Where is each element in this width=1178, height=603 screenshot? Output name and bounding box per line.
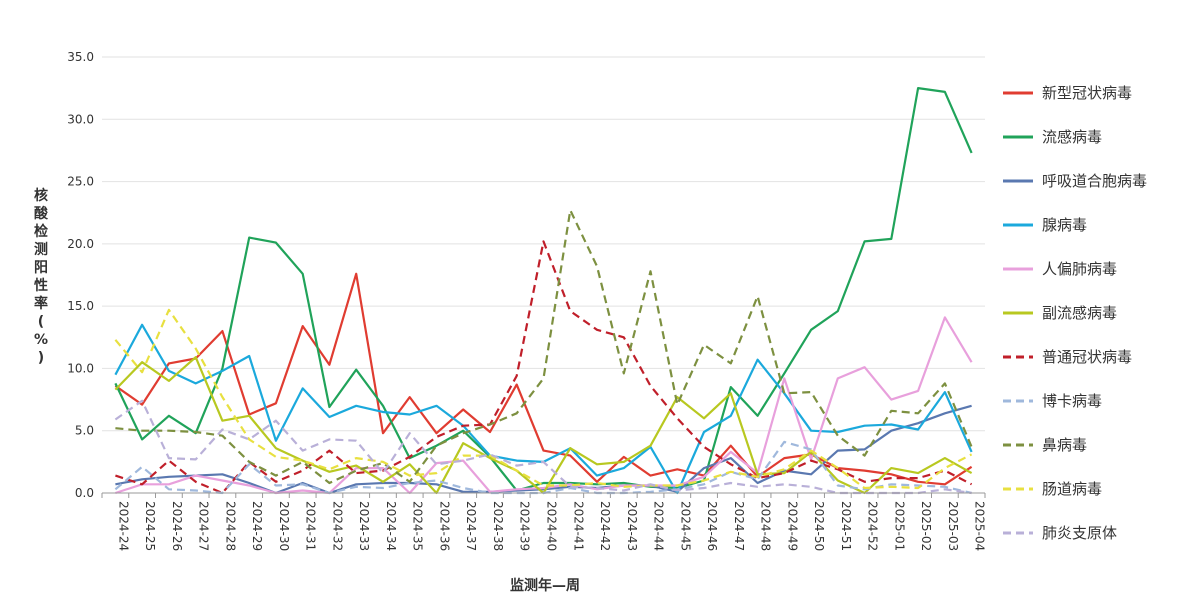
legend-label: 新型冠状病毒 — [1042, 84, 1132, 102]
legend-label: 腺病毒 — [1042, 216, 1087, 234]
x-tick-label: 2024-30 — [277, 501, 291, 551]
x-tick-label: 2024-45 — [678, 501, 692, 551]
series-lines — [114, 86, 973, 495]
y-axis-title: 核酸检测阳性率(%) — [34, 187, 49, 366]
x-tick-label: 2024-38 — [491, 501, 505, 551]
series-line — [115, 209, 973, 485]
series-line — [114, 86, 973, 492]
series-line — [114, 272, 973, 486]
y-axis-ticks: 0.0 5.0 10.0 15.0 20.0 25.0 30.0 35.0 — [67, 50, 94, 500]
x-tick-label: 2025-03 — [946, 501, 960, 551]
x-tick-label: 2024-33 — [357, 501, 371, 551]
series-line — [115, 404, 972, 495]
series-line — [115, 316, 973, 495]
x-tick-label: 2024-28 — [223, 501, 237, 551]
x-tick-label: 2024-27 — [197, 501, 211, 551]
y-tick-label: 35.0 — [67, 50, 94, 64]
x-tick-label: 2024-25 — [143, 501, 157, 551]
x-axis-title: 监测年—周 — [510, 577, 580, 594]
x-tick-label: 2024-50 — [812, 501, 826, 551]
y-tick-label: 10.0 — [67, 361, 94, 375]
x-tick-label: 2024-26 — [170, 501, 184, 551]
legend-label: 肺炎支原体 — [1042, 524, 1117, 542]
x-axis-ticks: 2024-24 2024-25 2024-26 2024-27 2024-28 2024-… — [101, 493, 987, 551]
legend: 新型冠状病毒流感病毒呼吸道合胞病毒腺病毒人偏肺病毒副流感病毒普通冠状病毒博卡病毒… — [1003, 84, 1147, 542]
series-line — [114, 399, 972, 495]
legend-label: 肠道病毒 — [1042, 480, 1102, 498]
y-tick-label: 30.0 — [67, 112, 94, 126]
x-tick-label: 2024-34 — [384, 501, 398, 551]
x-tick-label: 2024-31 — [304, 501, 318, 551]
x-tick-label: 2024-49 — [785, 501, 799, 551]
x-tick-label: 2024-42 — [598, 501, 612, 551]
y-tick-label: 15.0 — [67, 299, 94, 313]
x-tick-label: 2024-48 — [759, 501, 773, 551]
x-tick-label: 2024-51 — [839, 501, 853, 551]
x-tick-label: 2024-43 — [625, 501, 639, 551]
legend-label: 流感病毒 — [1042, 128, 1102, 146]
x-tick-label: 2024-41 — [571, 501, 585, 551]
y-tick-label: 25.0 — [67, 175, 94, 189]
legend-label: 鼻病毒 — [1042, 436, 1087, 454]
x-tick-label: 2025-02 — [919, 501, 933, 551]
x-tick-label: 2024-44 — [652, 501, 666, 551]
y-tick-label: 0.0 — [75, 486, 94, 500]
legend-label: 博卡病毒 — [1042, 392, 1102, 410]
x-tick-label: 2024-24 — [116, 501, 130, 551]
legend-label: 人偏肺病毒 — [1042, 260, 1117, 278]
legend-label: 副流感病毒 — [1042, 304, 1117, 322]
x-tick-label: 2024-47 — [732, 501, 746, 551]
series-line — [115, 240, 973, 495]
x-tick-label: 2024-29 — [250, 501, 264, 551]
x-tick-label: 2024-40 — [545, 501, 559, 551]
y-tick-label: 5.0 — [75, 424, 94, 438]
y-tick-label: 20.0 — [67, 237, 94, 251]
x-tick-label: 2024-46 — [705, 501, 719, 551]
x-tick-label: 2024-36 — [437, 501, 451, 551]
x-tick-label: 2024-37 — [464, 501, 478, 551]
legend-label: 普通冠状病毒 — [1042, 348, 1132, 366]
x-tick-label: 2024-35 — [411, 501, 425, 551]
y-gridlines — [102, 56, 985, 432]
x-tick-label: 2024-39 — [518, 501, 532, 551]
x-tick-label: 2025-01 — [892, 501, 906, 551]
x-tick-label: 2024-52 — [866, 501, 880, 551]
legend-label: 呼吸道合胞病毒 — [1042, 172, 1147, 190]
x-tick-label: 2024-32 — [330, 501, 344, 551]
x-tick-label: 2025-04 — [973, 501, 987, 551]
